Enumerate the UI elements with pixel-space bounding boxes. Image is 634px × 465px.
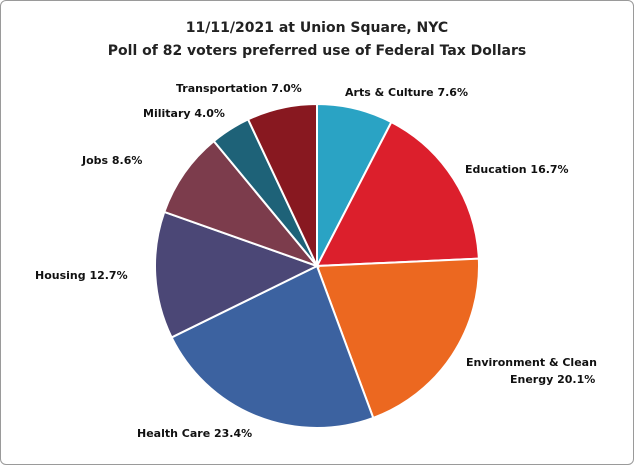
pie-slice-transportation: [246, 102, 318, 267]
chart-title: 11/11/2021 at Union Square, NYC: [185, 20, 449, 36]
slice-label-education: Education 16.7%: [465, 163, 569, 176]
chart-subtitle: Poll of 82 voters preferred use of Feder…: [107, 43, 527, 59]
slice-label-jobs: Jobs 8.6%: [81, 154, 142, 167]
slice-label-arts-culture: Arts & Culture 7.6%: [345, 86, 468, 99]
pie-slice-health-care: [170, 264, 375, 429]
pie-slice-housing: [154, 210, 320, 339]
slice-label-military: Military 4.0%: [143, 107, 225, 120]
pie-slice-jobs: [163, 139, 321, 269]
slice-label-housing: Housing 12.7%: [35, 269, 128, 282]
slice-label-environment-clean-energy: Environment & Clean Energy 20.1%: [466, 356, 597, 386]
slice-label-transportation: Transportation 7.0%: [176, 82, 302, 95]
pie-slice-environment-clean-energy: [315, 257, 480, 420]
pie-slice-education: [315, 120, 480, 268]
slice-label-health-care: Health Care 23.4%: [137, 427, 252, 440]
